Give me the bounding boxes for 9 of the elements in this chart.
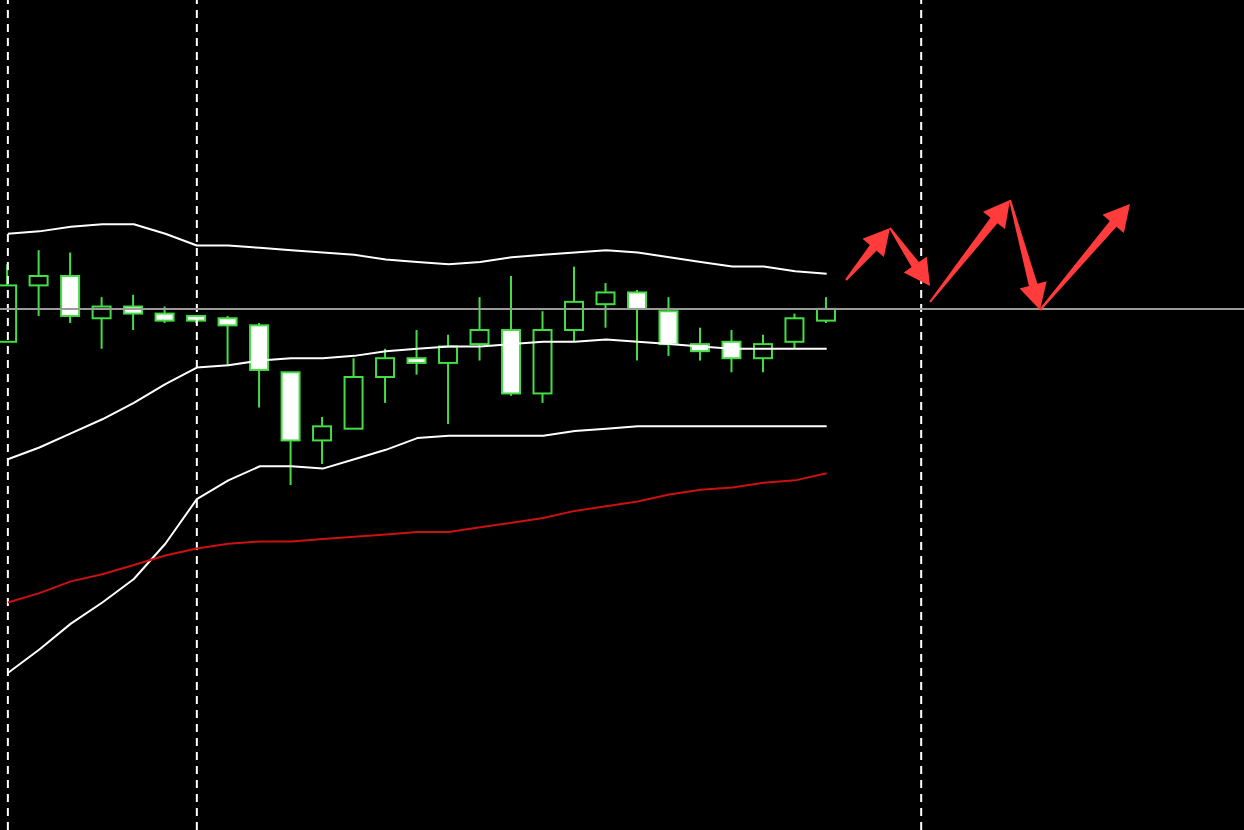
candlestick: [438, 333, 459, 425]
candlestick: [595, 282, 616, 329]
candlestick: [469, 296, 490, 362]
candlestick: [60, 251, 81, 324]
candlestick: [564, 265, 585, 343]
candlestick: [312, 415, 333, 465]
candlestick: [784, 312, 805, 350]
candlestick: [375, 347, 396, 404]
candlestick: [28, 249, 49, 317]
